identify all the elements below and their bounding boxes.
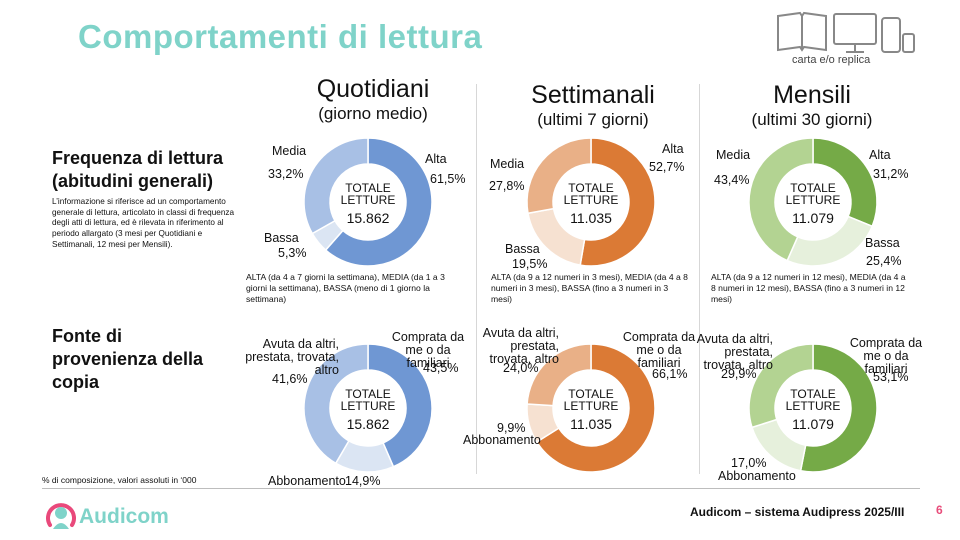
audicom-logo: Audicom [79,505,169,528]
slice-label-alta: Alta [869,148,891,162]
slice-value-media: 27,8% [489,179,525,193]
devices-caption: carta e/o replica [792,54,871,66]
donut-slice-avuta [526,343,592,407]
row-title-frequenza: Frequenza di lettura (abitudini generali… [52,148,224,191]
slice-value-avuta: 24,0% [503,361,539,375]
slice-label-media: Media [716,148,751,162]
donut-center-total: TOTALE LETTURE 11.035 [563,387,619,432]
footer-divider [42,488,920,489]
donut-chart-frequenza-settimanali [526,137,656,267]
audicom-logo-icon [46,503,76,529]
slice-value-abbonamento: 17,0% [731,456,767,470]
donut-slice-alta [579,137,656,267]
slice-value-alta: 31,2% [873,167,909,181]
column-title: Quotidiani [316,75,430,103]
donut-chart-fonte-mensili [748,343,878,473]
column-title: Mensili [773,81,851,109]
slice-value-comprata: 66,1% [652,367,688,381]
donut-chart-frequenza-quotidiani [303,137,433,267]
column-header-quotidiani: Quotidiani (giorno medio) [283,75,463,125]
column-title: Settimanali [531,81,655,109]
slice-value-alta: 52,7% [649,160,685,174]
slice-value-abbonamento: 9,9% [497,421,526,435]
devices-icon [777,11,915,53]
donut-slice-media [303,137,369,235]
donut-slice-comprata [535,343,656,473]
donut-center-total: TOTALE LETTURE 15.862 [340,387,396,432]
donut-center-total: TOTALE LETTURE 11.035 [563,181,619,226]
slice-label-abbonamento: Abbonamento [268,474,346,488]
donut-slice-media [748,137,814,262]
donut-slice-comprata [367,343,433,468]
donut-center-total: TOTALE LETTURE 11.079 [785,181,841,226]
slice-value-avuta: 29,9% [721,367,757,381]
slice-label-abbonamento: Abbonamento [718,469,796,483]
slice-label-media: Media [490,157,525,171]
slice-label-bassa: Bassa [865,236,900,250]
donut-slice-avuta [748,343,814,429]
column-subtitle: (giorno medio) [318,104,428,123]
donut-center-total: TOTALE LETTURE 11.079 [785,387,841,432]
donut-slice-media [526,137,592,215]
slice-label-comprata: Comprata da me o da familiari [622,330,696,370]
donut-slice-comprata [799,343,878,473]
donut-chart-fonte-quotidiani [303,343,433,473]
slice-label-alta: Alta [425,152,447,166]
slice-label-media: Media [272,144,307,158]
slice-value-avuta: 41,6% [272,372,308,386]
column-subtitle: (ultimi 30 giorni) [751,110,873,129]
slice-value-comprata: 53,1% [873,370,909,384]
legend-note-mensili: ALTA (da 9 a 12 numeri in 12 mesi), MEDI… [711,272,906,304]
page-number: 6 [936,503,943,517]
slice-value-abbonamento: 14,9% [345,474,381,488]
slice-label-bassa: Bassa [264,231,299,245]
slice-value-bassa: 25,4% [866,254,902,268]
column-header-mensili: Mensili (ultimi 30 giorni) [722,81,902,131]
slice-value-bassa: 5,3% [278,246,307,260]
legend-note-settimanali: ALTA (da 9 a 12 numeri in 3 mesi), MEDIA… [491,272,688,304]
page-title: Comportamenti di lettura [78,18,483,55]
donut-chart-fonte-settimanali [526,343,656,473]
column-divider [699,84,700,474]
slice-value-media: 43,4% [714,173,750,187]
source-label: Audicom – sistema Audipress 2025/III [690,505,905,519]
slice-label-abbonamento: Abbonamento [463,433,541,447]
row-title-fonte: Fonte di provenienza della copia [52,326,204,392]
donut-slice-alta [324,137,433,267]
donut-chart-frequenza-mensili [748,137,878,267]
slice-value-comprata: 43,5% [423,361,459,375]
donut-slice-avuta [303,343,369,465]
column-subtitle: (ultimi 7 giorni) [537,110,649,129]
slice-value-bassa: 19,5% [512,257,548,271]
slice-label-comprata: Comprata da me o da familiari [391,330,465,370]
column-header-settimanali: Settimanali (ultimi 7 giorni) [503,81,683,131]
column-divider [476,84,477,474]
footnote: % di composizione, valori assoluti in ‘0… [42,475,197,485]
slice-value-media: 33,2% [268,167,304,181]
slice-label-alta: Alta [662,142,684,156]
donut-center-total: TOTALE LETTURE 15.862 [340,181,396,226]
slice-label-comprata: Comprata da me o da familiari [849,336,923,376]
legend-note-quotidiani: ALTA (da 4 a 7 giorni la settimana), MED… [246,272,445,304]
slice-label-avuta: Avuta da altri, prestata, trovata, altro [482,326,559,366]
slice-label-avuta: Avuta da altri, prestata, trovata, altro [696,332,773,372]
frequency-note: L’informazione si riferisce ad un compor… [52,197,235,249]
slice-value-alta: 61,5% [430,172,466,186]
slice-label-bassa: Bassa [505,242,540,256]
slice-label-avuta: Avuta da altri, prestata, trovata, altro [245,337,339,377]
